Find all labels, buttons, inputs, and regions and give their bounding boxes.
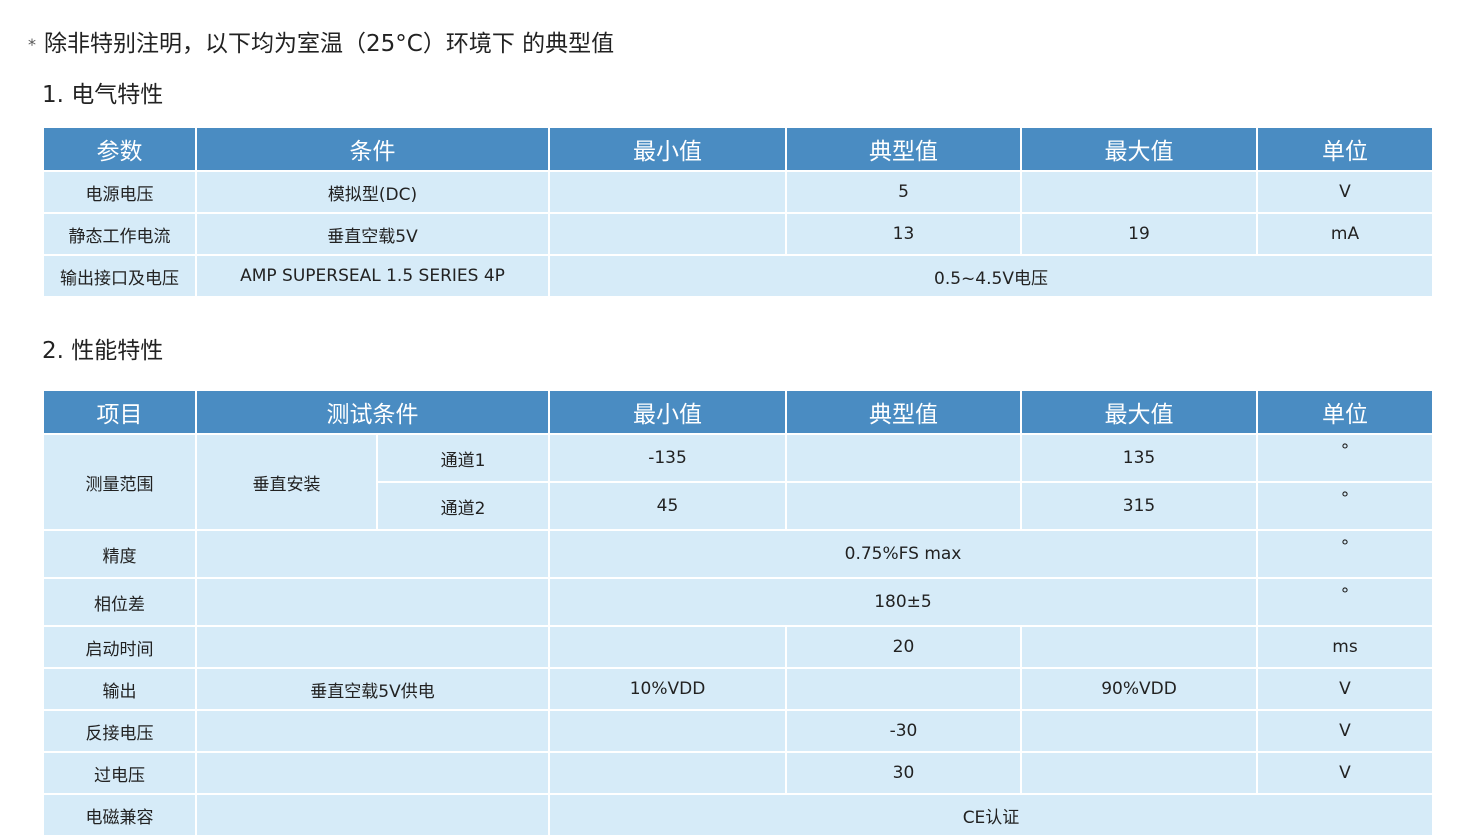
table-row: 过电压 30 V <box>42 751 1434 795</box>
cell: ° <box>1256 577 1434 627</box>
header-cell: 项目 <box>42 389 197 435</box>
cell: 10%VDD <box>548 667 787 711</box>
cell <box>195 625 550 669</box>
cell: -135 <box>548 433 787 483</box>
header-cell: 典型值 <box>785 126 1022 172</box>
cell <box>785 481 1022 531</box>
cell: V <box>1256 667 1434 711</box>
table-row: 输出接口及电压 AMP SUPERSEAL 1.5 SERIES 4P 0.5~… <box>42 254 1434 298</box>
cell: 315 <box>1020 481 1258 531</box>
cell: 模拟型(DC) <box>195 170 550 214</box>
cell: 输出 <box>42 667 197 711</box>
note: * 除非特别注明，以下均为室温（25°C）环境下 的典型值 <box>28 24 614 58</box>
cell <box>195 529 550 579</box>
table-row: 反接电压 -30 V <box>42 709 1434 753</box>
table-row: 精度 0.75%FS max ° <box>42 529 1434 579</box>
table-row: 静态工作电流 垂直空载5V 13 19 mA <box>42 212 1434 256</box>
cell <box>195 751 550 795</box>
header-cell: 最大值 <box>1020 126 1258 172</box>
section1-title: 1. 电气特性 <box>42 82 164 108</box>
cell: 过电压 <box>42 751 197 795</box>
cell: V <box>1256 170 1434 214</box>
cell: 90%VDD <box>1020 667 1258 711</box>
cell <box>195 577 550 627</box>
section2-title: 2. 性能特性 <box>42 338 164 364</box>
cell: 垂直空载5V <box>195 212 550 256</box>
cell: 测量范围 <box>42 433 197 531</box>
cell: ° <box>1256 529 1434 579</box>
cell <box>785 433 1022 483</box>
header-cell: 最大值 <box>1020 389 1258 435</box>
header-row: 参数 条件 最小值 典型值 最大值 单位 <box>42 126 1434 172</box>
cell: 静态工作电流 <box>42 212 197 256</box>
cell: mA <box>1256 212 1434 256</box>
cell: 30 <box>785 751 1022 795</box>
cell: 180±5 <box>548 577 1258 627</box>
cell: V <box>1256 709 1434 753</box>
header-cell: 典型值 <box>785 389 1022 435</box>
cell: 启动时间 <box>42 625 197 669</box>
cell <box>548 625 787 669</box>
cell: 19 <box>1020 212 1258 256</box>
table-row: 输出 垂直空载5V供电 10%VDD 90%VDD V <box>42 667 1434 711</box>
cell <box>785 667 1022 711</box>
cell <box>1020 170 1258 214</box>
cell: 垂直空载5V供电 <box>195 667 550 711</box>
cell <box>1020 751 1258 795</box>
cell: 45 <box>548 481 787 531</box>
cell: 5 <box>785 170 1022 214</box>
cell: 通道1 <box>376 433 550 483</box>
table-row: 相位差 180±5 ° <box>42 577 1434 627</box>
cell: 电磁兼容 <box>42 793 197 837</box>
cell: AMP SUPERSEAL 1.5 SERIES 4P <box>195 254 550 298</box>
header-cell: 单位 <box>1256 126 1434 172</box>
table-row: 电源电压 模拟型(DC) 5 V <box>42 170 1434 214</box>
cell: 垂直安装 <box>195 433 378 531</box>
cell: 13 <box>785 212 1022 256</box>
cell <box>195 709 550 753</box>
cell: 通道2 <box>376 481 550 531</box>
note-text: 除非特别注明，以下均为室温（25°C）环境下 的典型值 <box>44 31 615 57</box>
header-cell: 测试条件 <box>195 389 550 435</box>
header-cell: 最小值 <box>548 389 787 435</box>
header-row: 项目 测试条件 最小值 典型值 最大值 单位 <box>42 389 1434 435</box>
cell: 0.5~4.5V电压 <box>548 254 1434 298</box>
cell: ° <box>1256 433 1434 483</box>
cell: 20 <box>785 625 1022 669</box>
cell: ° <box>1256 481 1434 531</box>
cell: V <box>1256 751 1434 795</box>
table-row: 启动时间 20 ms <box>42 625 1434 669</box>
cell: 相位差 <box>42 577 197 627</box>
cell: 0.75%FS max <box>548 529 1258 579</box>
header-cell: 单位 <box>1256 389 1434 435</box>
cell: -30 <box>785 709 1022 753</box>
asterisk: * <box>28 35 36 54</box>
table-row: 测量范围 垂直安装 通道1 -135 135 ° <box>42 433 1434 531</box>
performance-table: 项目 测试条件 最小值 典型值 最大值 单位 测量范围 垂直安装 通道1 -13… <box>42 389 1434 837</box>
cell <box>195 793 550 837</box>
cell: CE认证 <box>548 793 1434 837</box>
cell <box>548 709 787 753</box>
cell <box>548 751 787 795</box>
cell: 输出接口及电压 <box>42 254 197 298</box>
header-cell: 最小值 <box>548 126 787 172</box>
cell: ms <box>1256 625 1434 669</box>
electrical-table: 参数 条件 最小值 典型值 最大值 单位 电源电压 模拟型(DC) 5 V 静态… <box>42 126 1434 298</box>
cell <box>548 212 787 256</box>
cell <box>548 170 787 214</box>
header-cell: 条件 <box>195 126 550 172</box>
header-cell: 参数 <box>42 126 197 172</box>
cell <box>1020 625 1258 669</box>
cell <box>1020 709 1258 753</box>
cell: 135 <box>1020 433 1258 483</box>
table-row: 通道2 45 315 ° <box>43 481 1434 531</box>
cell: 精度 <box>42 529 197 579</box>
table-row: 电磁兼容 CE认证 <box>42 793 1434 837</box>
cell: 电源电压 <box>42 170 197 214</box>
cell: 反接电压 <box>42 709 197 753</box>
